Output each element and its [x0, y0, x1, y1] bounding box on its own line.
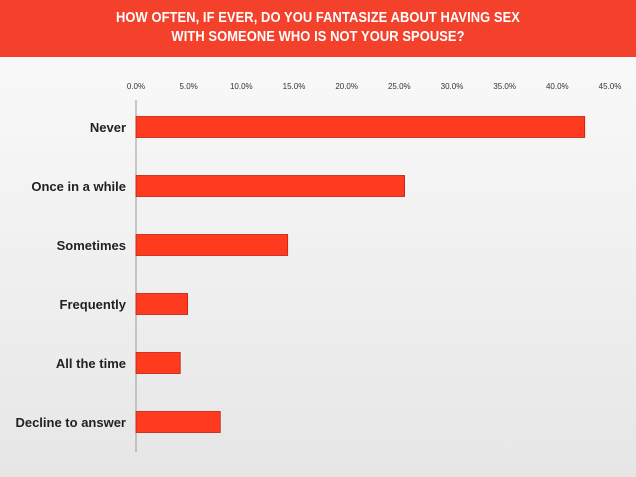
category-label: All the time — [56, 356, 126, 371]
x-tick-label: 0.0% — [127, 82, 145, 91]
bar — [135, 411, 221, 433]
bar — [135, 175, 406, 197]
bar — [135, 116, 586, 138]
x-tick-label: 15.0% — [283, 82, 306, 91]
category-label: Never — [90, 120, 126, 135]
x-tick-label: 45.0% — [599, 82, 622, 91]
category-label: Decline to answer — [15, 415, 126, 430]
chart-title-line-1: HOW OFTEN, IF EVER, DO YOU FANTASIZE ABO… — [115, 9, 521, 26]
x-tick-label: 40.0% — [546, 82, 569, 91]
chart-title-line-2: WITH SOMEONE WHO IS NOT YOUR SPOUSE? — [171, 28, 465, 45]
title-banner: HOW OFTEN, IF EVER, DO YOU FANTASIZE ABO… — [0, 0, 636, 57]
bars-group — [135, 116, 586, 433]
x-tick-label: 5.0% — [180, 82, 198, 91]
x-tick-label: 25.0% — [388, 82, 411, 91]
category-labels: Never Once in a while Sometimes Frequently A… — [15, 120, 126, 430]
x-tick-label: 35.0% — [493, 82, 516, 91]
x-tick-label: 30.0% — [441, 82, 464, 91]
category-label: Sometimes — [57, 238, 126, 253]
x-tick-label: 20.0% — [335, 82, 358, 91]
category-label: Once in a while — [31, 179, 126, 194]
x-axis-ticks: 0.0% 5.0% 10.0% 15.0% 20.0% 25.0% 30.0% 35.0% 40… — [127, 82, 621, 91]
category-label: Frequently — [60, 297, 127, 312]
x-tick-label: 10.0% — [230, 82, 253, 91]
bar — [135, 293, 189, 315]
bar — [135, 234, 289, 256]
bar — [135, 352, 181, 374]
